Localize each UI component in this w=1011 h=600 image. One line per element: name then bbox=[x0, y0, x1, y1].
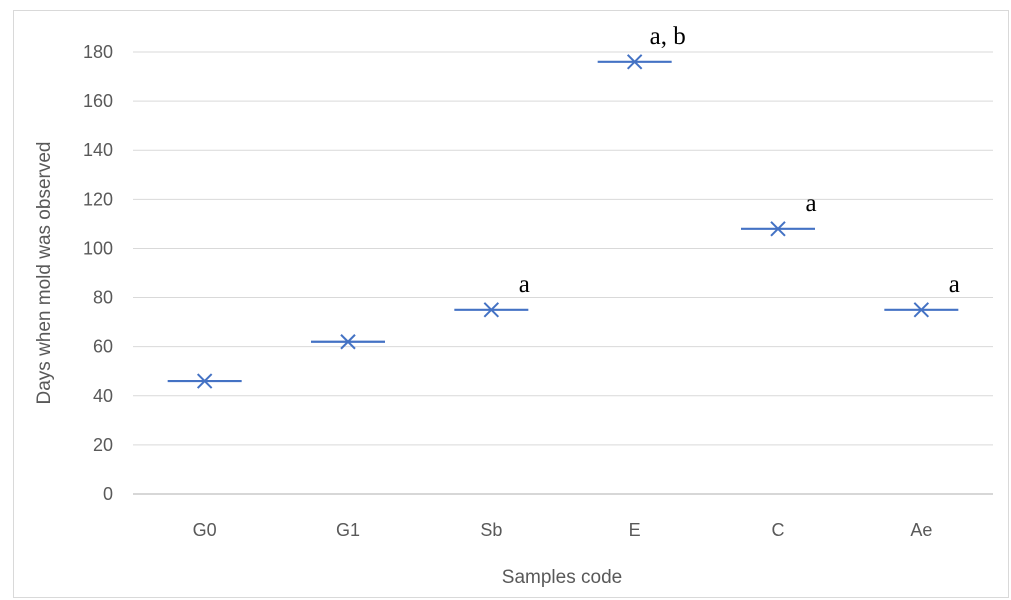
annotations: a a, b a a bbox=[519, 23, 960, 298]
y-axis-title: Days when mold was observed bbox=[34, 142, 55, 405]
gridlines bbox=[133, 51, 993, 495]
annotation-label: a bbox=[805, 190, 816, 217]
data-marks bbox=[167, 54, 959, 389]
data-marker-stroke bbox=[483, 302, 500, 318]
x-tick-label: Sb bbox=[480, 520, 502, 540]
data-point-E bbox=[597, 54, 672, 70]
data-point-G0 bbox=[167, 373, 242, 389]
x-tick-label: G1 bbox=[336, 520, 360, 540]
data-marker-stroke bbox=[770, 221, 786, 237]
data-point-C bbox=[741, 221, 815, 237]
data-point-Sb bbox=[454, 302, 529, 318]
y-tick-label: 100 bbox=[83, 238, 113, 258]
data-point-G1 bbox=[311, 334, 385, 350]
data-marker-stroke bbox=[913, 302, 930, 318]
annotation-label: a, b bbox=[650, 23, 686, 50]
y-tick-label: 40 bbox=[93, 386, 113, 406]
data-marker-stroke bbox=[626, 54, 643, 70]
chart-frame bbox=[13, 10, 1009, 598]
annotation-label: a bbox=[949, 271, 960, 298]
y-tick-label: 120 bbox=[83, 189, 113, 209]
data-point-Ae bbox=[884, 302, 959, 318]
y-tick-label: 60 bbox=[93, 337, 113, 357]
x-tick-label: C bbox=[772, 520, 785, 540]
x-axis-title: Samples code bbox=[502, 567, 622, 588]
x-tick-label: Ae bbox=[910, 520, 932, 540]
x-tick-label: E bbox=[629, 520, 641, 540]
y-tick-labels: 0 20 40 60 80 100 120 140 160 180 bbox=[83, 42, 113, 504]
data-marker-stroke bbox=[196, 373, 213, 389]
y-tick-label: 80 bbox=[93, 288, 113, 308]
x-tick-label: G0 bbox=[193, 520, 217, 540]
y-tick-label: 160 bbox=[83, 91, 113, 111]
x-tick-labels: G0 G1 Sb E C Ae bbox=[193, 520, 933, 540]
y-tick-label: 0 bbox=[103, 484, 113, 504]
y-tick-label: 140 bbox=[83, 140, 113, 160]
y-tick-label: 20 bbox=[93, 435, 113, 455]
annotation-label: a bbox=[519, 271, 530, 298]
y-tick-label: 180 bbox=[83, 42, 113, 62]
data-marker-stroke bbox=[340, 334, 356, 350]
